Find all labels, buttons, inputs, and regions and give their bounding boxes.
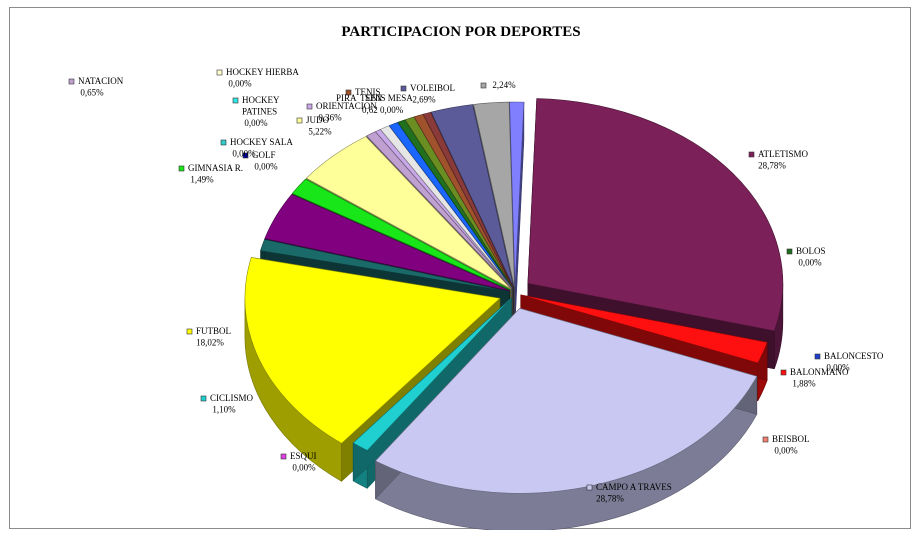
slice-label-12: GOLF [252,150,276,160]
overlap-label-4: 0,00% [380,105,404,115]
overlap-label-0: PIRA [336,93,357,103]
pie-chart: ATLETISMO 28,78% BOLOS 0,00% BALONCESTO 0,00%… [68,67,884,530]
legend-swatch-4 [762,436,769,443]
slice-unlabeled-27 [509,101,525,288]
value-label-17: 0,65% [80,88,104,98]
chart-frame: PARTICIPACION POR DEPORTES ATLETISMO 28,7… [9,7,911,530]
legend-swatch-23 [345,89,352,96]
slice-unlabeled-9 [260,239,510,292]
slice-label-1: BOLOS [796,246,826,256]
value-label-0: 28,78% [758,161,786,171]
slice-label-2: BALONCESTO [824,351,884,361]
legend-swatch-26 [480,82,487,89]
slice-judo [305,136,512,289]
legend-swatch-1 [786,248,793,255]
overlap-label-1: SEN [365,93,383,103]
slice-label-15: PATINES [242,107,277,117]
slice-unlabeled-26 [473,101,515,288]
value-label-11: 1,49% [190,175,214,185]
value-label-2: 0,00% [826,363,850,373]
overlap-label-2: TENIS MESA [360,93,413,103]
slice-label-7: CICLISMO [210,393,254,403]
slice-label-15: HOCKEY [242,95,280,105]
legend-swatch-14 [296,117,303,124]
value-label-15: 0,00% [244,118,268,128]
value-label-12: 0,00% [254,162,278,172]
legend-swatch-11 [178,165,185,172]
legend-swatch-0 [748,151,755,158]
legend-swatch-12 [242,152,249,159]
value-label-13: 0,00% [232,149,256,159]
pie-top-group [244,98,784,494]
slice-unlabeled-10 [264,193,510,291]
value-label-1: 0,00% [798,258,822,268]
legend-swatch-15 [232,97,239,104]
slice-label-6: ESQUI [290,451,317,461]
legend-swatch-8 [186,328,193,335]
slice-label-23: TENIS [355,87,381,97]
slice-label-17: NATACION [78,76,124,86]
legend-swatch-7 [200,395,207,402]
slice-unlabeled-24 [422,111,514,288]
value-label-25: 2,69% [412,95,436,105]
value-label-18: 0,36% [318,113,342,123]
slice-voleibol [430,104,514,288]
overlap-label-3: 0,62 [362,105,378,115]
legend-swatch-6 [280,453,287,460]
slice-atletismo [527,98,784,332]
legend-swatch-16 [216,69,223,76]
slice-label-14: JUDO [306,115,330,125]
slice-ciclismo [352,297,512,451]
slice-label-4: BEISBOL [772,434,810,444]
value-label-7: 1,10% [212,405,236,415]
legend-swatch-3 [780,369,787,376]
chart-title: PARTICIPACION POR DEPORTES [341,24,581,40]
value-label-6: 0,00% [292,463,316,473]
legend-swatch-25 [400,85,407,92]
value-label-4: 0,00% [774,446,798,456]
slice-label-5: CAMPO A TRAVES [596,482,672,492]
slice-label-16: HOCKEY HIERBA [226,67,299,77]
slice-label-11: GIMNASIA R. [188,163,243,173]
slice-futbol [244,257,501,444]
value-label-5: 28,78% [596,494,624,504]
value-label-3: 1,88% [792,379,816,389]
value-label-16: 0,00% [228,79,252,89]
slice-label-13: HOCKEY SALA [230,137,293,147]
slice-label-18: ORIENTACION [316,101,377,111]
slice-label-8: FUTBOL [196,326,231,336]
legend-swatch-13 [220,139,227,146]
value-label-14: 5,22% [308,127,332,137]
slice-label-25: VOLEIBOL [410,83,455,93]
legend-swatch-18 [306,103,313,110]
slice-label-0: ATLETISMO [758,149,808,159]
slice-gimnasia-r- [291,178,511,290]
label-group: ATLETISMO 28,78% BOLOS 0,00% BALONCESTO 0,00%… [68,67,884,504]
slice-campo-a-traves [374,307,758,494]
slice-label-3: BALONMANO [790,367,849,377]
legend-swatch-2 [814,353,821,360]
value-label-26: 2,24% [492,80,516,90]
slice-balonmano [520,294,768,364]
value-label-8: 18,02% [196,338,224,348]
legend-swatch-5 [586,484,593,491]
legend-swatch-17 [68,78,75,85]
